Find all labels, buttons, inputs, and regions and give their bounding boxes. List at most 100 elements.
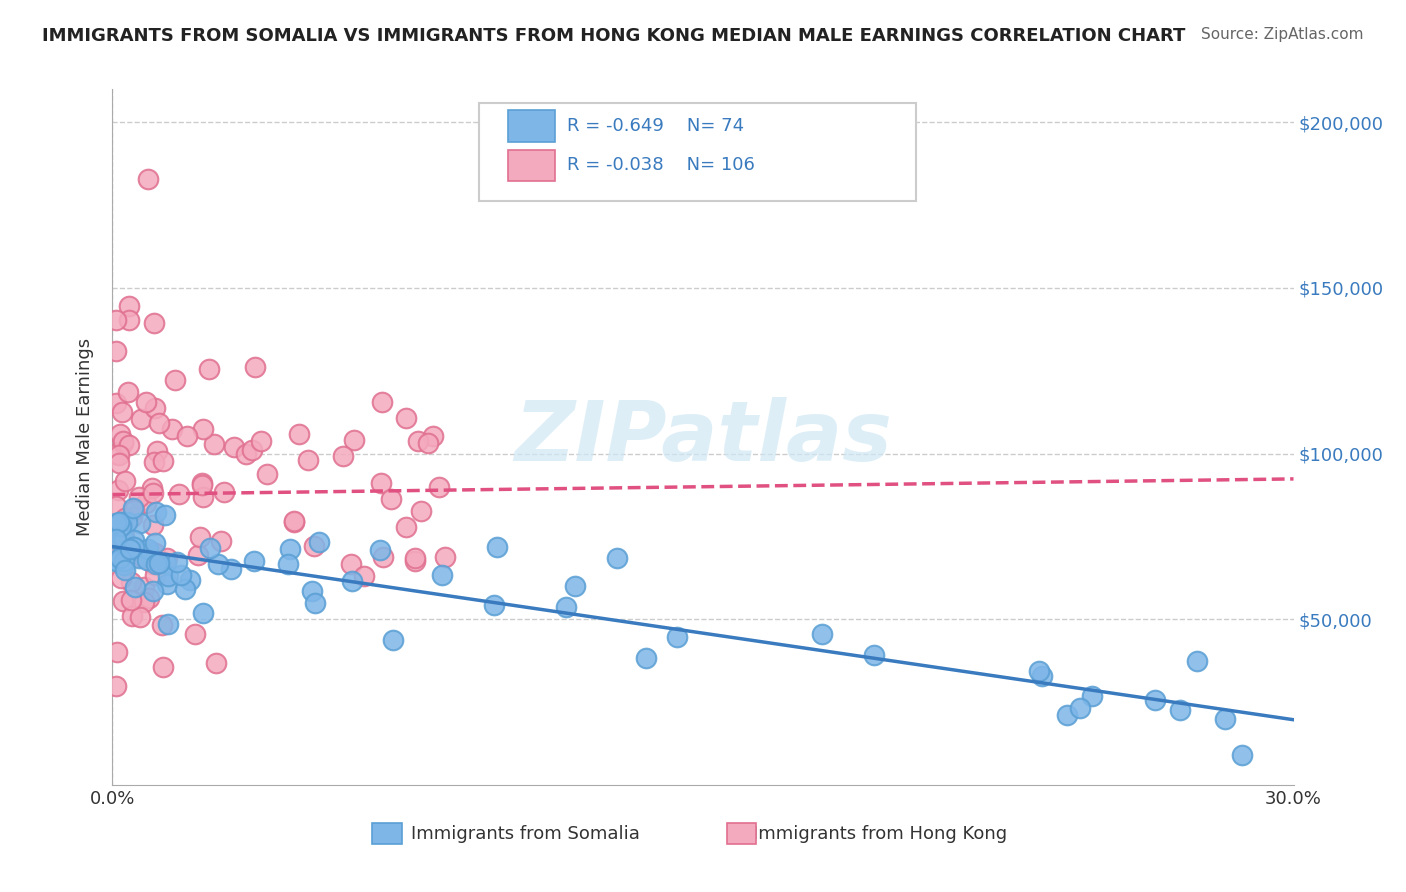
Point xyxy=(176,428,198,442)
Point xyxy=(370,395,392,409)
Point xyxy=(107,515,129,529)
Point xyxy=(105,540,128,554)
Point xyxy=(427,480,450,494)
Point xyxy=(105,554,128,568)
Point xyxy=(118,299,141,313)
Point xyxy=(142,517,165,532)
Point xyxy=(112,593,135,607)
Point xyxy=(205,656,228,670)
Point xyxy=(278,541,301,556)
Point xyxy=(404,554,426,568)
Point xyxy=(409,504,432,518)
Point xyxy=(107,483,129,498)
Point xyxy=(179,574,201,588)
Point xyxy=(121,510,143,524)
FancyBboxPatch shape xyxy=(373,823,402,844)
Point xyxy=(340,557,363,571)
Point xyxy=(115,515,138,529)
Point xyxy=(114,547,136,561)
Point xyxy=(169,487,191,501)
Point xyxy=(124,580,146,594)
Point xyxy=(404,551,426,566)
Point xyxy=(122,533,145,547)
Point xyxy=(156,577,179,591)
Point xyxy=(111,532,134,546)
Point xyxy=(564,579,586,593)
Point xyxy=(395,411,418,425)
Point xyxy=(146,444,169,458)
Point xyxy=(308,534,330,549)
Point xyxy=(138,542,160,557)
Point xyxy=(122,540,145,554)
Point xyxy=(395,520,418,534)
Point xyxy=(135,496,157,510)
Point xyxy=(143,536,166,550)
Point xyxy=(155,556,177,570)
Text: Immigrants from Somalia: Immigrants from Somalia xyxy=(412,825,640,843)
Point xyxy=(169,568,191,582)
Point xyxy=(129,516,152,531)
Point xyxy=(129,412,152,426)
Text: Source: ZipAtlas.com: Source: ZipAtlas.com xyxy=(1201,27,1364,42)
Point xyxy=(105,500,128,514)
Point xyxy=(156,569,179,583)
Point xyxy=(111,404,134,418)
Point xyxy=(111,515,134,529)
Text: R = -0.649    N= 74: R = -0.649 N= 74 xyxy=(567,117,744,136)
Point xyxy=(105,396,128,410)
Point xyxy=(219,562,242,576)
Point xyxy=(145,557,167,571)
Point xyxy=(418,435,440,450)
Point xyxy=(863,648,886,662)
Point xyxy=(131,550,153,565)
Point xyxy=(143,316,166,330)
Point xyxy=(433,550,456,565)
Point xyxy=(148,416,170,430)
Point xyxy=(105,313,128,327)
Point xyxy=(187,548,209,562)
Y-axis label: Median Male Earnings: Median Male Earnings xyxy=(76,338,94,536)
Point xyxy=(283,515,305,529)
Point xyxy=(108,457,131,471)
Point xyxy=(297,452,319,467)
Point xyxy=(243,360,266,375)
Point xyxy=(134,580,156,594)
Point xyxy=(135,553,157,567)
Point xyxy=(111,436,134,450)
FancyBboxPatch shape xyxy=(508,111,555,142)
Point xyxy=(166,555,188,569)
Text: IMMIGRANTS FROM SOMALIA VS IMMIGRANTS FROM HONG KONG MEDIAN MALE EARNINGS CORREL: IMMIGRANTS FROM SOMALIA VS IMMIGRANTS FR… xyxy=(42,27,1185,45)
Text: ZIPatlas: ZIPatlas xyxy=(515,397,891,477)
Point xyxy=(108,551,131,566)
Point xyxy=(105,343,128,358)
Point xyxy=(209,534,232,549)
Point xyxy=(138,591,160,605)
Point xyxy=(250,434,273,448)
Point xyxy=(142,557,165,571)
Point xyxy=(150,617,173,632)
Point xyxy=(105,447,128,461)
Point xyxy=(122,540,145,554)
Point xyxy=(129,609,152,624)
Point xyxy=(1081,689,1104,703)
Point xyxy=(141,545,163,559)
Point xyxy=(112,529,135,543)
Point xyxy=(408,434,430,449)
Point xyxy=(811,627,834,641)
Point xyxy=(381,632,404,647)
Point xyxy=(105,679,128,693)
Point xyxy=(288,427,311,442)
Point xyxy=(120,541,142,556)
Point xyxy=(114,558,136,573)
Point xyxy=(191,478,214,492)
Point xyxy=(380,491,402,506)
FancyBboxPatch shape xyxy=(508,150,555,181)
Point xyxy=(283,514,305,528)
Point xyxy=(114,474,136,488)
Point xyxy=(193,490,215,504)
Point xyxy=(484,598,506,612)
Point xyxy=(143,401,166,416)
Point xyxy=(486,540,509,554)
Point xyxy=(105,552,128,566)
Point xyxy=(1230,747,1253,762)
